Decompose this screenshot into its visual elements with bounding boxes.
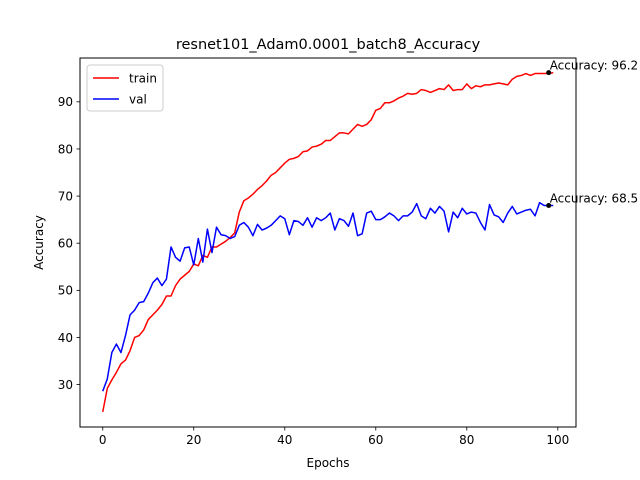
legend-label-train: train <box>129 71 157 85</box>
y-tick-label: 90 <box>58 95 73 109</box>
x-tick-label: 40 <box>277 433 292 447</box>
train-annotation: Accuracy: 96.2 <box>550 59 639 73</box>
y-tick-label: 60 <box>58 237 73 251</box>
train-line <box>102 71 554 413</box>
x-tick-label: 80 <box>459 433 474 447</box>
x-axis: 0 20 40 60 80 100 <box>99 427 569 447</box>
chart-title: resnet101_Adam0.0001_batch8_Accuracy <box>176 37 481 53</box>
y-axis: 30 40 50 60 70 80 90 <box>58 95 80 392</box>
legend-label-val: val <box>129 92 147 106</box>
val-line <box>102 201 554 392</box>
x-axis-label: Epochs <box>307 456 350 470</box>
y-tick-label: 80 <box>58 142 73 156</box>
y-tick-label: 30 <box>58 378 73 392</box>
y-axis-label: Accuracy <box>32 215 46 270</box>
y-tick-label: 50 <box>58 284 73 298</box>
y-tick-label: 70 <box>58 189 73 203</box>
series-layer <box>102 71 554 413</box>
train-final-point <box>546 70 552 76</box>
plot-frame <box>79 57 577 428</box>
val-final-point <box>546 203 552 209</box>
annotation-layer: Accuracy: 96.2 Accuracy: 68.5 <box>546 59 639 209</box>
y-tick-label: 40 <box>58 331 73 345</box>
x-tick-label: 20 <box>186 433 201 447</box>
x-tick-label: 60 <box>368 433 383 447</box>
x-tick-label: 0 <box>99 433 107 447</box>
x-tick-label: 100 <box>546 433 569 447</box>
legend: train val <box>86 64 164 112</box>
val-annotation: Accuracy: 68.5 <box>550 192 639 206</box>
